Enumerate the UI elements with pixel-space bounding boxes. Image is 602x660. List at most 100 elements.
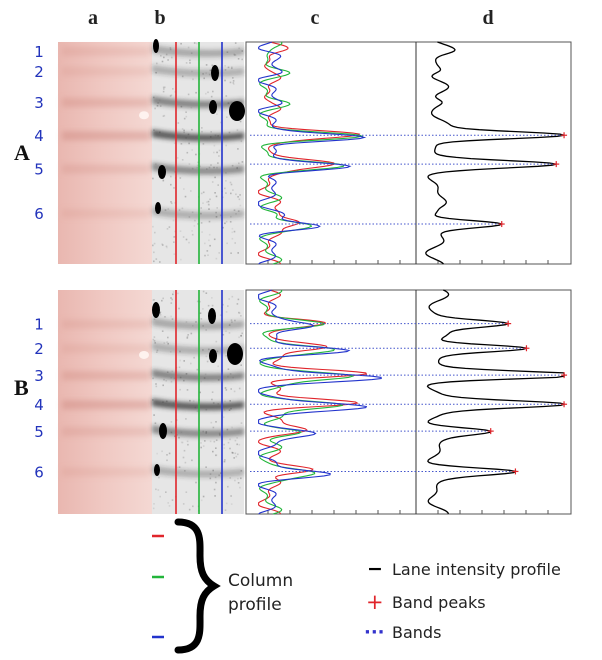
panel-A: A 1 2 3 4 5 6 [14,39,572,265]
noise-dot [230,183,233,186]
noise-dot [229,477,231,479]
noise-dot [178,209,181,211]
noise-dot [206,360,209,363]
noise-dot [159,495,161,498]
noise-dot [193,356,195,359]
noise-dot [169,95,172,97]
noise-dot [185,238,188,241]
noise-dot [215,340,218,343]
noise-dot [199,312,202,314]
gel-photo-band [62,208,150,218]
noise-dot [220,121,222,124]
noise-dot [206,201,208,203]
noise-dot [159,261,161,263]
noise-dot [230,319,233,321]
band-peak-marker [561,401,568,408]
noise-dot [154,107,156,110]
noise-dot [215,481,217,484]
gel-gray-band [152,342,244,355]
noise-dot [192,400,195,402]
noise-dot [224,400,226,402]
noise-dot [201,130,203,133]
gel-gray-bands [152,44,244,220]
noise-dot [166,459,168,462]
noise-dot [194,219,196,222]
noise-dot [232,452,234,454]
panels: A 1 2 3 4 5 6 B 1 2 3 4 5 6 [14,39,572,515]
column-profile-label-line1: Column [228,571,293,591]
noise-dot [225,502,228,505]
column-letter-d: d [482,7,493,29]
noise-dot [240,477,242,480]
noise-dot [223,409,226,411]
noise-dot [239,194,241,196]
noise-dot [229,447,231,450]
noise-dot [195,481,197,484]
noise-dot [171,298,173,301]
noise-dot [153,503,155,505]
noise-dot [179,177,182,179]
noise-dot [212,402,215,404]
gel-blob [154,464,160,476]
gel-blob [159,423,167,439]
noise-dot [233,83,235,85]
panel-label: B [14,375,29,400]
noise-dot [224,222,226,225]
band-number: 2 [34,340,44,358]
noise-dot [183,117,186,120]
noise-dot [183,449,186,452]
noise-dot [225,192,227,194]
noise-dot [180,42,182,45]
noise-dot [183,360,185,362]
panel-B: B 1 2 3 4 5 6 [14,289,572,515]
band-peak-marker [512,468,519,475]
noise-dot [159,105,162,107]
noise-dot [218,252,220,254]
noise-dot [153,242,156,245]
noise-dot [176,466,179,469]
noise-dot [229,400,231,402]
noise-dot [227,441,230,444]
noise-dot [166,341,168,343]
band-number: 3 [34,94,44,112]
noise-dot [238,443,241,446]
gel-photo-band [62,344,150,354]
noise-dot [161,330,164,332]
noise-dot [190,362,192,365]
noise-dot [177,292,179,295]
noise-dot [190,332,193,335]
noise-dot [196,164,199,167]
noise-dot [239,204,242,207]
noise-dot [181,159,184,161]
gel-gray-bands [152,317,244,478]
noise-dot [188,508,191,511]
gel-photo-spot [139,350,149,359]
noise-dot [208,204,210,206]
noise-dot [212,450,214,453]
noise-dot [178,436,180,439]
noise-dot [200,446,202,449]
gel-gray-band [152,425,244,438]
noise-dot [210,95,213,98]
noise-dot [207,304,210,307]
legend-symbol-lane: − [367,558,383,580]
noise-dot [202,202,204,204]
noise-dot [170,380,173,383]
gel-photo-band [62,319,150,329]
noise-dot [233,230,236,233]
noise-dot [165,380,167,382]
noise-dot [188,241,190,244]
noise-dot [183,188,185,190]
noise-dot [186,335,189,338]
noise-dot [161,243,163,245]
noise-dot [215,454,218,456]
noise-dot [210,421,213,424]
noise-dot [202,290,205,293]
noise-dot [217,184,219,186]
gel-photo-band [62,97,150,107]
noise-dot [233,209,236,211]
noise-dot [240,140,243,143]
noise-dot [237,58,240,60]
noise-dot [159,314,162,316]
noise-dot [185,418,187,420]
